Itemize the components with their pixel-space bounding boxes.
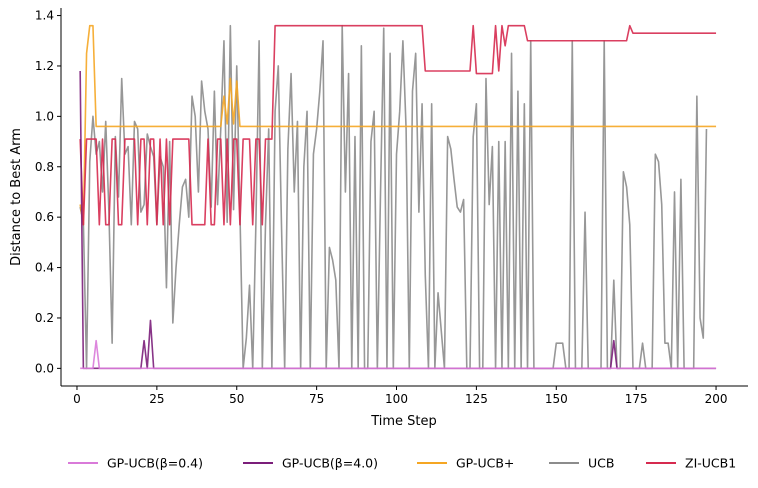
series-layer xyxy=(79,24,717,370)
series-line-2 xyxy=(79,24,717,226)
legend: GP-UCB(β=0.4) GP-UCB(β=4.0) GP-UCB+ UCB ZI-U… xyxy=(68,456,736,471)
legend-label: GP-UCB(β=0.4) xyxy=(107,456,203,471)
x-tick-label: 125 xyxy=(465,392,488,406)
legend-label: ZI-UCB1 xyxy=(685,456,736,471)
series-line-4 xyxy=(80,339,717,370)
x-tick-label: 150 xyxy=(545,392,568,406)
y-tick-label: 0.4 xyxy=(35,261,54,275)
series-line-0 xyxy=(79,24,708,370)
x-tick-label: 100 xyxy=(385,392,408,406)
y-axis-label: Distance to Best Arm xyxy=(9,128,24,266)
legend-label: UCB xyxy=(588,456,614,471)
x-tick-label: 50 xyxy=(229,392,244,406)
legend-label: GP-UCB(β=4.0) xyxy=(282,456,378,471)
y-tick-label: 1.0 xyxy=(35,109,54,123)
x-tick-label: 25 xyxy=(149,392,164,406)
y-tick-label: 0.2 xyxy=(35,311,54,325)
y-tick-label: 1.2 xyxy=(35,59,54,73)
y-tick-label: 0.0 xyxy=(35,361,54,375)
x-tick-label: 75 xyxy=(309,392,324,406)
y-ticks: 0.0 0.2 0.4 0.6 0.8 1.0 1.2 1.4 xyxy=(35,9,61,375)
y-tick-label: 0.6 xyxy=(35,210,54,224)
x-axis-label: Time Step xyxy=(370,414,437,429)
y-tick-label: 1.4 xyxy=(35,9,54,23)
x-ticks: 0 25 50 75 100 125 150 175 200 xyxy=(73,386,727,406)
y-tick-label: 0.8 xyxy=(35,160,54,174)
x-tick-label: 200 xyxy=(705,392,728,406)
x-tick-label: 175 xyxy=(625,392,648,406)
series-line-1 xyxy=(79,24,717,226)
x-tick-label: 0 xyxy=(73,392,81,406)
legend-label: GP-UCB+ xyxy=(456,456,514,471)
